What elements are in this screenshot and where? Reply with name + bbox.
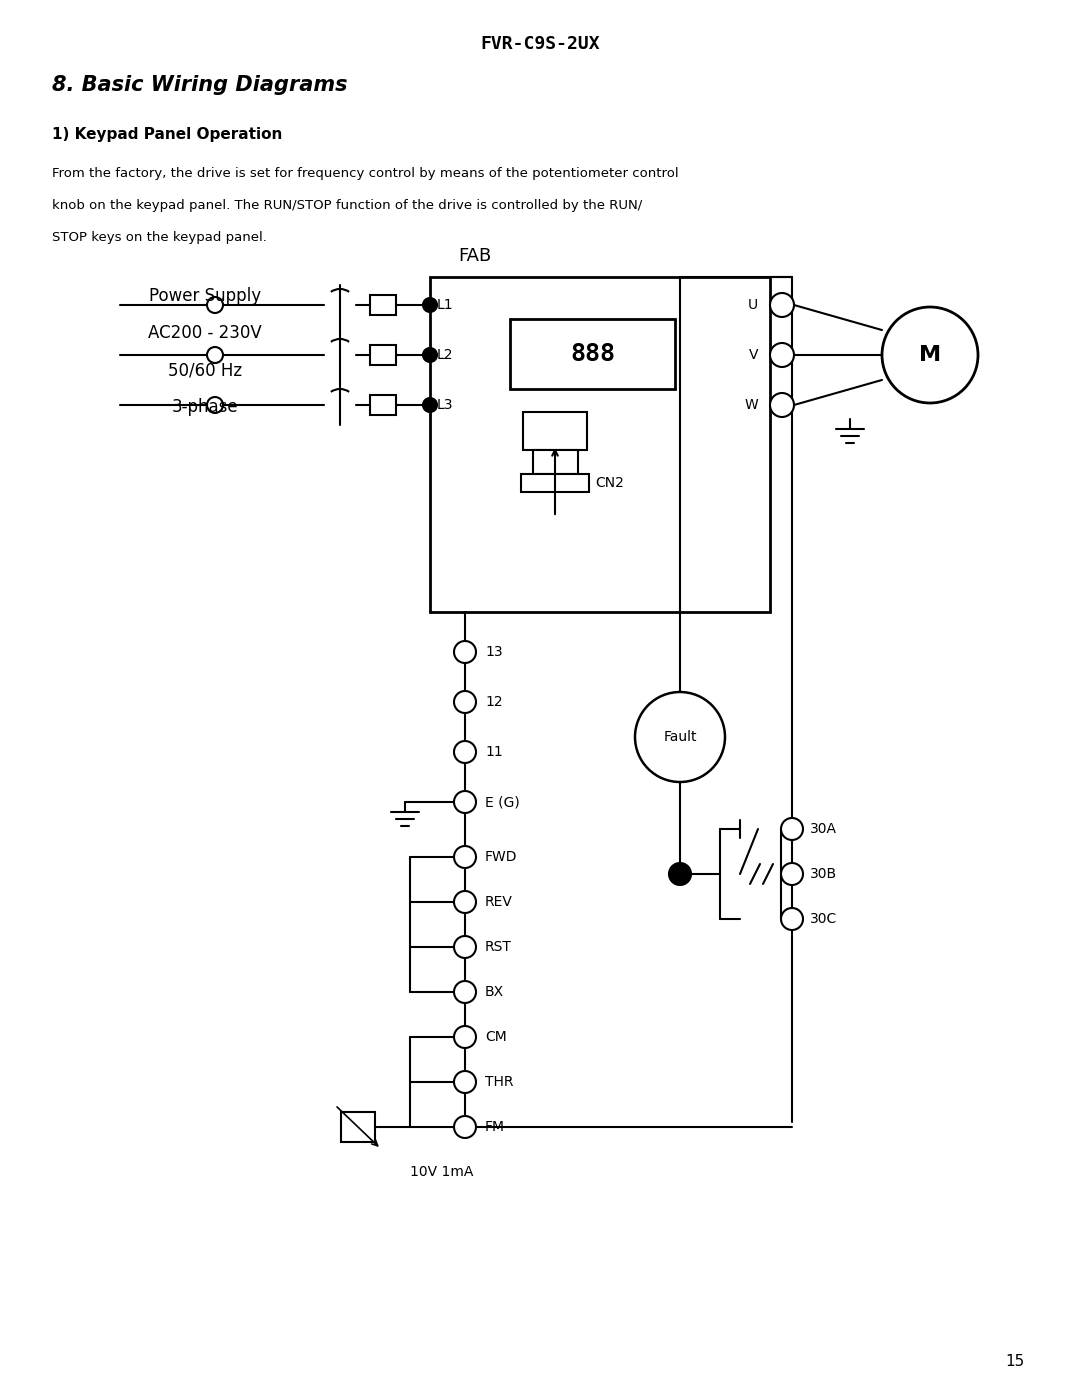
- Text: 30B: 30B: [810, 868, 837, 882]
- Text: BX: BX: [485, 985, 504, 999]
- Text: M: M: [919, 345, 941, 365]
- Circle shape: [882, 307, 978, 402]
- Text: 10V 1mA: 10V 1mA: [410, 1165, 473, 1179]
- Bar: [430, 277, 770, 612]
- Text: 11: 11: [485, 745, 503, 759]
- Text: CN2: CN2: [595, 476, 624, 490]
- Circle shape: [207, 298, 222, 313]
- Circle shape: [454, 1116, 476, 1139]
- Text: 12: 12: [485, 694, 502, 710]
- Circle shape: [454, 692, 476, 712]
- Text: From the factory, the drive is set for frequency control by means of the potenti: From the factory, the drive is set for f…: [52, 168, 678, 180]
- Bar: [370, 395, 396, 415]
- Text: 3-phase: 3-phase: [172, 398, 239, 416]
- Circle shape: [423, 298, 437, 312]
- Circle shape: [454, 740, 476, 763]
- Text: U: U: [747, 298, 758, 312]
- Circle shape: [454, 847, 476, 868]
- Text: FM: FM: [485, 1120, 505, 1134]
- Text: 13: 13: [485, 645, 502, 659]
- Text: 50/60 Hz: 50/60 Hz: [167, 360, 242, 379]
- Circle shape: [454, 891, 476, 914]
- Circle shape: [454, 641, 476, 664]
- Circle shape: [781, 863, 804, 886]
- Circle shape: [781, 819, 804, 840]
- Text: L3: L3: [437, 398, 454, 412]
- Circle shape: [454, 936, 476, 958]
- Text: L2: L2: [437, 348, 454, 362]
- Text: AC200 - 230V: AC200 - 230V: [148, 324, 261, 342]
- Circle shape: [454, 1071, 476, 1092]
- Bar: [341, 1112, 375, 1141]
- Bar: [370, 345, 396, 365]
- Text: FVR-C9S-2UX: FVR-C9S-2UX: [481, 35, 599, 53]
- Circle shape: [781, 908, 804, 930]
- Circle shape: [454, 791, 476, 813]
- Bar: [521, 474, 589, 492]
- Text: 30A: 30A: [810, 821, 837, 835]
- Circle shape: [207, 346, 222, 363]
- Bar: [370, 295, 396, 314]
- Text: 888: 888: [570, 342, 615, 366]
- Circle shape: [423, 348, 437, 362]
- Text: W: W: [744, 398, 758, 412]
- Text: L1: L1: [437, 298, 454, 312]
- Bar: [532, 450, 578, 474]
- Circle shape: [454, 1025, 476, 1048]
- Circle shape: [770, 344, 794, 367]
- Bar: [523, 412, 588, 450]
- Text: knob on the keypad panel. The RUN/STOP function of the drive is controlled by th: knob on the keypad panel. The RUN/STOP f…: [52, 198, 643, 212]
- Text: Power Supply: Power Supply: [149, 286, 261, 305]
- Text: THR: THR: [485, 1076, 513, 1090]
- Circle shape: [770, 293, 794, 317]
- Text: 15: 15: [1005, 1354, 1025, 1369]
- Circle shape: [207, 397, 222, 414]
- Text: Fault: Fault: [663, 731, 697, 745]
- Text: RST: RST: [485, 940, 512, 954]
- Text: FAB: FAB: [458, 247, 491, 265]
- Text: 30C: 30C: [810, 912, 837, 926]
- Text: STOP keys on the keypad panel.: STOP keys on the keypad panel.: [52, 231, 267, 244]
- Circle shape: [669, 863, 691, 886]
- Text: 1) Keypad Panel Operation: 1) Keypad Panel Operation: [52, 127, 282, 142]
- Text: 8. Basic Wiring Diagrams: 8. Basic Wiring Diagrams: [52, 75, 348, 95]
- Circle shape: [770, 393, 794, 416]
- Text: E (G): E (G): [485, 795, 519, 809]
- Text: CM: CM: [485, 1030, 507, 1044]
- Text: V: V: [748, 348, 758, 362]
- Circle shape: [423, 398, 437, 412]
- Text: FWD: FWD: [485, 849, 517, 863]
- Bar: [510, 319, 675, 388]
- Circle shape: [635, 692, 725, 782]
- Circle shape: [454, 981, 476, 1003]
- Text: REV: REV: [485, 895, 513, 909]
